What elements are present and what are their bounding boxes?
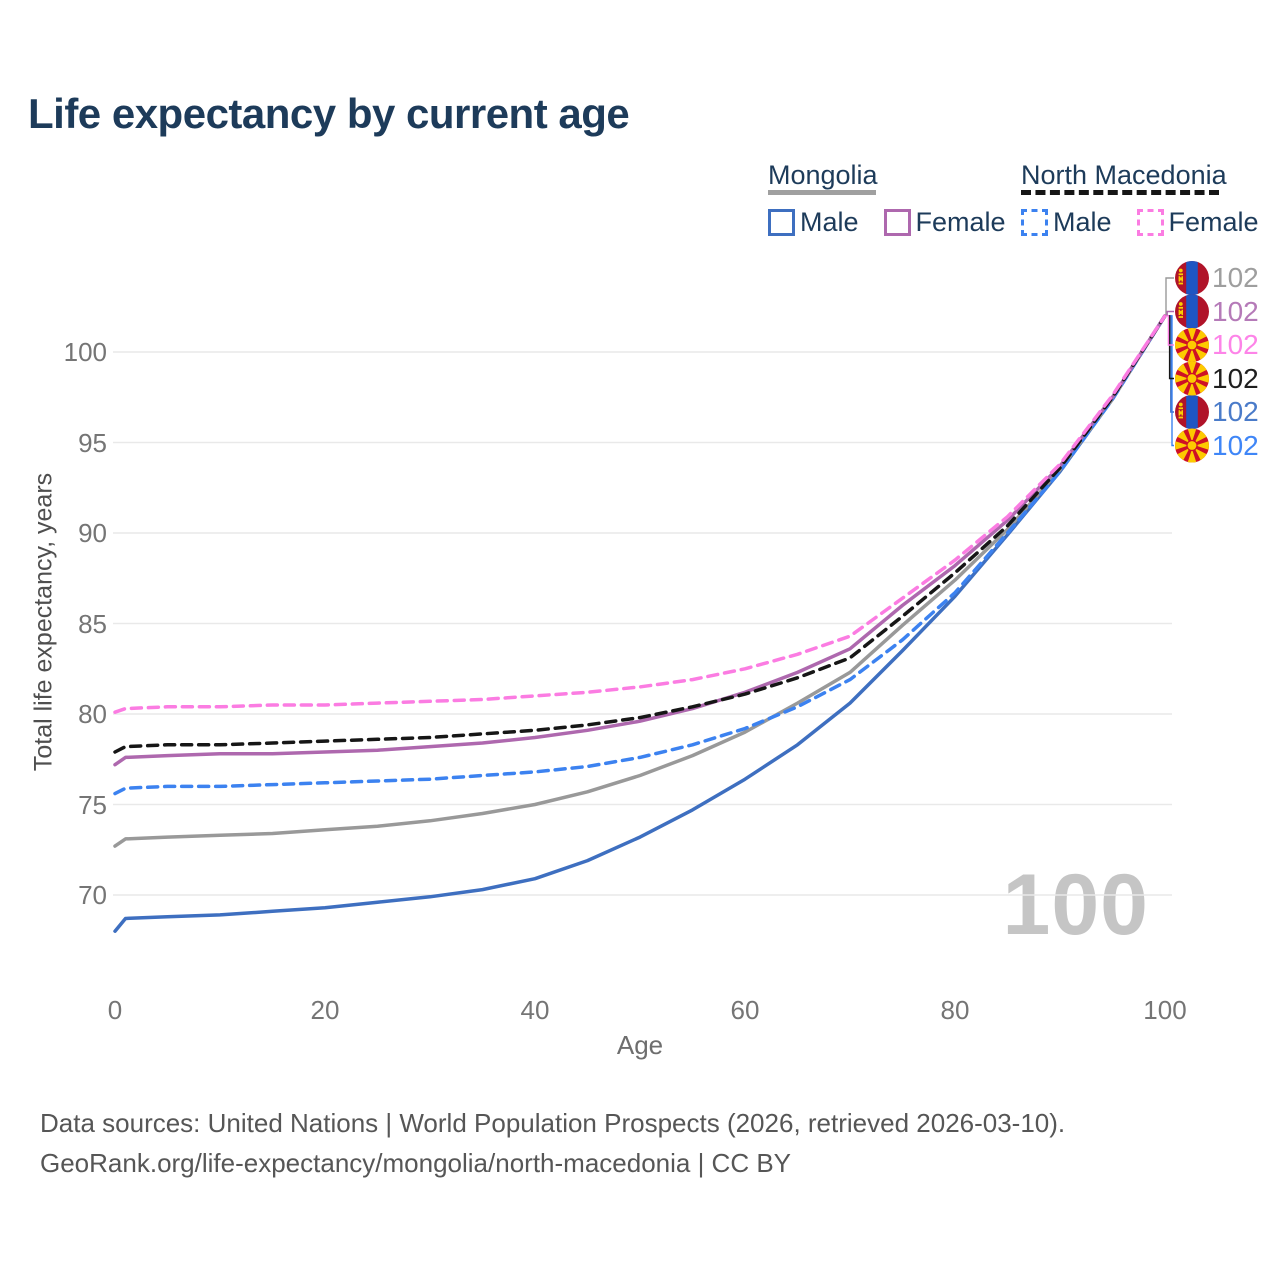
x-tick-label-40: 40 — [520, 995, 550, 1025]
x-tick-label-80: 80 — [940, 995, 970, 1025]
end-value-label-north-macedonia-total: 102 — [1212, 362, 1259, 394]
legend-label-mongolia-male[interactable]: Male — [800, 207, 859, 237]
legend-country-north-macedonia[interactable]: North Macedonia — [1021, 160, 1227, 190]
legend-swatch-north-macedonia-female[interactable] — [1136, 209, 1164, 236]
end-value-label-mongolia-female: 102 — [1212, 295, 1259, 327]
page-title: Life expectancy by current age — [28, 90, 630, 137]
north-macedonia-flag-icon — [1175, 328, 1209, 362]
series-line-north-macedonia-total — [113, 314, 1167, 754]
footer-data-sources: Data sources: United Nations | World Pop… — [40, 1108, 1066, 1138]
legend-label-north-macedonia-female[interactable]: Female — [1168, 207, 1259, 237]
end-value-label-north-macedonia-female: 102 — [1212, 329, 1259, 360]
mongolia-flag-icon — [1175, 395, 1209, 429]
series-line-mongolia-male — [113, 314, 1167, 933]
series-line-north-macedonia-female — [113, 314, 1167, 714]
legend-line-sample-north-macedonia — [1021, 190, 1219, 195]
x-tick-label-100: 100 — [1143, 995, 1187, 1025]
legend-swatch-north-macedonia-male[interactable] — [1021, 209, 1048, 236]
y-axis-title: Total life expectancy, years — [29, 472, 58, 772]
legend-swatch-mongolia-female[interactable] — [883, 209, 911, 236]
legend-group-north-macedonia: North Macedonia Male Female — [1021, 160, 1259, 238]
y-tick-label-95: 95 — [78, 427, 107, 458]
legend-label-mongolia-female[interactable]: Female — [915, 207, 1006, 237]
end-connector-1 — [1165, 277, 1174, 317]
end-value-label-north-macedonia-male: 102 — [1212, 429, 1259, 461]
y-tick-label-85: 85 — [78, 608, 107, 639]
x-axis-title: Age — [616, 1030, 664, 1060]
x-tick-label-60: 60 — [730, 995, 760, 1025]
series-line-mongolia-total — [113, 314, 1167, 848]
series-line-north-macedonia-male — [113, 314, 1167, 796]
footer-attribution: GeoRank.org/life-expectancy/mongolia/nor… — [40, 1148, 792, 1178]
age-counter-watermark: 100 — [1002, 857, 1149, 953]
x-tick-label-0: 0 — [107, 995, 123, 1025]
y-tick-label-70: 70 — [78, 880, 107, 910]
x-tick-label-20: 20 — [310, 995, 340, 1025]
series-line-mongolia-female — [113, 314, 1167, 767]
legend-country-mongolia[interactable]: Mongolia — [768, 160, 878, 190]
mongolia-flag-icon — [1175, 294, 1209, 329]
end-connector-5 — [1165, 315, 1174, 346]
north-macedonia-flag-icon — [1175, 428, 1209, 463]
y-tick-label-75: 75 — [78, 789, 107, 820]
legend-swatch-mongolia-male[interactable] — [768, 209, 795, 236]
end-value-label-mongolia-total: 102 — [1212, 262, 1259, 293]
legend-group-mongolia: Mongolia Male Female — [768, 160, 1006, 238]
y-tick-label-100: 100 — [63, 337, 107, 367]
legend-label-north-macedonia-male[interactable]: Male — [1053, 207, 1112, 237]
north-macedonia-flag-icon — [1175, 361, 1209, 396]
legend-line-sample-mongolia — [768, 190, 876, 195]
y-tick-label-80: 80 — [78, 699, 107, 729]
y-tick-label-90: 90 — [78, 518, 107, 548]
end-value-label-mongolia-male: 102 — [1212, 396, 1259, 427]
mongolia-flag-icon — [1175, 261, 1209, 295]
